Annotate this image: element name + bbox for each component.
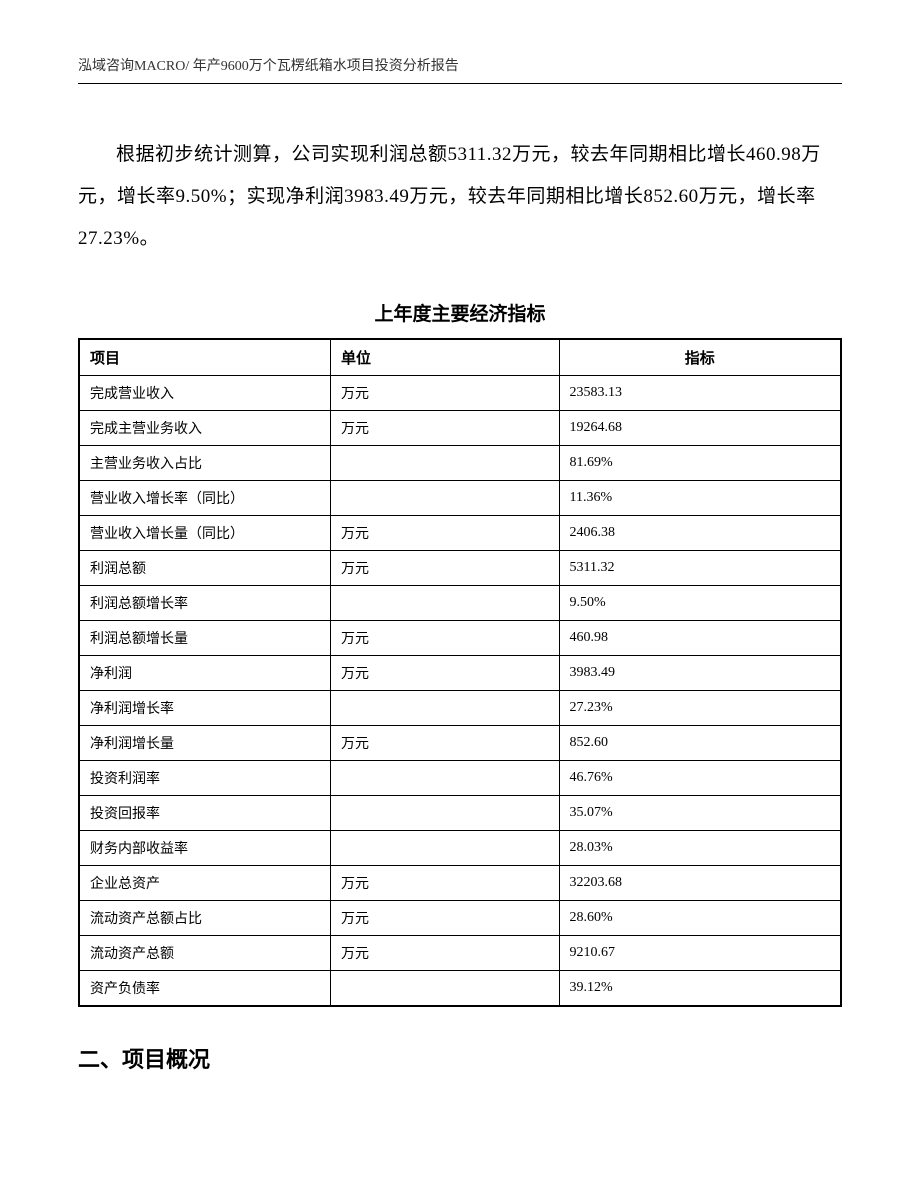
header-divider [78,83,842,84]
table-cell: 39.12% [559,971,841,1007]
table-row: 财务内部收益率 28.03% [79,831,841,866]
table-cell: 净利润 [79,656,330,691]
table-cell: 投资利润率 [79,761,330,796]
table-cell: 9210.67 [559,936,841,971]
table-cell: 9.50% [559,586,841,621]
table-cell: 27.23% [559,691,841,726]
table-row: 流动资产总额占比万元28.60% [79,901,841,936]
table-cell [330,586,559,621]
table-cell: 万元 [330,411,559,446]
economic-indicators-table: 项目 单位 指标 完成营业收入万元23583.13完成主营业务收入万元19264… [78,338,842,1007]
table-cell: 万元 [330,551,559,586]
table-cell [330,761,559,796]
table-cell: 11.36% [559,481,841,516]
table-cell: 流动资产总额 [79,936,330,971]
table-cell: 28.03% [559,831,841,866]
table-header-row: 项目 单位 指标 [79,339,841,376]
table-cell: 28.60% [559,901,841,936]
table-cell: 3983.49 [559,656,841,691]
table-cell: 资产负债率 [79,971,330,1007]
table-cell [330,831,559,866]
table-cell: 流动资产总额占比 [79,901,330,936]
table-cell: 净利润增长率 [79,691,330,726]
table-row: 投资回报率 35.07% [79,796,841,831]
table-row: 净利润万元3983.49 [79,656,841,691]
table-row: 投资利润率 46.76% [79,761,841,796]
table-cell: 万元 [330,516,559,551]
table-cell: 利润总额增长率 [79,586,330,621]
table-cell: 万元 [330,621,559,656]
table-cell: 81.69% [559,446,841,481]
table-row: 完成营业收入万元23583.13 [79,376,841,411]
table-cell: 460.98 [559,621,841,656]
table-cell: 投资回报率 [79,796,330,831]
table-row: 净利润增长量万元852.60 [79,726,841,761]
table-cell: 万元 [330,936,559,971]
body-paragraph: 根据初步统计测算，公司实现利润总额5311.32万元，较去年同期相比增长460.… [78,134,842,259]
table-row: 营业收入增长率（同比） 11.36% [79,481,841,516]
table-cell [330,971,559,1007]
table-cell: 32203.68 [559,866,841,901]
table-cell: 完成主营业务收入 [79,411,330,446]
table-cell: 23583.13 [559,376,841,411]
table-title: 上年度主要经济指标 [78,299,842,326]
table-cell: 19264.68 [559,411,841,446]
col-header-unit: 单位 [330,339,559,376]
table-row: 企业总资产万元32203.68 [79,866,841,901]
table-cell: 万元 [330,866,559,901]
table-cell: 5311.32 [559,551,841,586]
table-row: 主营业务收入占比 81.69% [79,446,841,481]
table-cell: 完成营业收入 [79,376,330,411]
table-cell: 营业收入增长率（同比） [79,481,330,516]
table-row: 净利润增长率 27.23% [79,691,841,726]
col-header-value: 指标 [559,339,841,376]
table-cell: 万元 [330,901,559,936]
table-cell: 财务内部收益率 [79,831,330,866]
table-cell: 主营业务收入占比 [79,446,330,481]
table-cell: 万元 [330,726,559,761]
table-cell [330,691,559,726]
col-header-item: 项目 [79,339,330,376]
table-row: 资产负债率 39.12% [79,971,841,1007]
table-cell: 2406.38 [559,516,841,551]
table-row: 利润总额万元5311.32 [79,551,841,586]
table-row: 营业收入增长量（同比）万元2406.38 [79,516,841,551]
table-cell: 企业总资产 [79,866,330,901]
table-cell: 万元 [330,656,559,691]
table-row: 利润总额增长率 9.50% [79,586,841,621]
table-cell: 营业收入增长量（同比） [79,516,330,551]
table-cell: 852.60 [559,726,841,761]
section-heading: 二、项目概况 [78,1042,842,1074]
table-cell: 利润总额 [79,551,330,586]
table-row: 利润总额增长量万元460.98 [79,621,841,656]
table-cell: 46.76% [559,761,841,796]
table-row: 流动资产总额万元9210.67 [79,936,841,971]
table-cell: 35.07% [559,796,841,831]
table-row: 完成主营业务收入万元19264.68 [79,411,841,446]
page-header: 泓域咨询MACRO/ 年产9600万个瓦楞纸箱水项目投资分析报告 [78,55,842,75]
table-cell: 万元 [330,376,559,411]
table-cell [330,796,559,831]
table-cell: 净利润增长量 [79,726,330,761]
table-cell [330,446,559,481]
table-cell [330,481,559,516]
table-cell: 利润总额增长量 [79,621,330,656]
